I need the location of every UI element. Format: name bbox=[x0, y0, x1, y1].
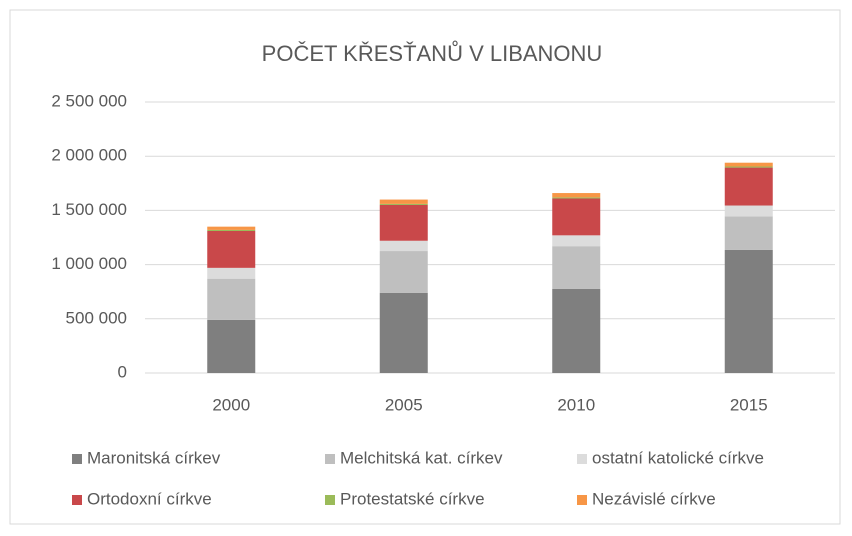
legend-label: ostatní katolické církve bbox=[592, 448, 764, 467]
y-tick-label: 2 500 000 bbox=[51, 91, 127, 110]
bar-segment bbox=[552, 198, 601, 236]
bar-segment bbox=[724, 205, 773, 217]
y-tick-label: 0 bbox=[118, 362, 127, 381]
legend-label: Ortodoxní církve bbox=[87, 489, 212, 508]
legend-label: Nezávislé církve bbox=[592, 489, 716, 508]
x-tick-label: 2015 bbox=[730, 395, 768, 414]
legend-label: Protestatské církve bbox=[340, 489, 485, 508]
legend-swatch bbox=[72, 454, 82, 464]
x-tick-label: 2010 bbox=[557, 395, 595, 414]
bar-segment bbox=[552, 246, 601, 289]
bar-segment bbox=[379, 204, 428, 241]
bar-segment bbox=[552, 193, 601, 198]
legend-label: Melchitská kat. církev bbox=[340, 448, 503, 467]
legend-swatch bbox=[325, 495, 335, 505]
bar-segment bbox=[552, 197, 601, 199]
bar-segment bbox=[379, 251, 428, 293]
bar-segment bbox=[207, 226, 256, 230]
bar-segment bbox=[379, 203, 428, 205]
chart-title: POČET KŘESŤANŮ V LIBANONU bbox=[262, 41, 603, 66]
legend-swatch bbox=[72, 495, 82, 505]
x-tick-label: 2000 bbox=[212, 395, 250, 414]
bar-segment bbox=[552, 235, 601, 247]
y-tick-label: 2 000 000 bbox=[51, 146, 127, 165]
legend-swatch bbox=[577, 495, 587, 505]
bar-segment bbox=[724, 216, 773, 250]
x-tick-label: 2005 bbox=[385, 395, 423, 414]
bar-segment bbox=[724, 249, 773, 373]
y-tick-label: 1 000 000 bbox=[51, 254, 127, 273]
bar-segment bbox=[724, 166, 773, 168]
bar-segment bbox=[552, 288, 601, 373]
legend-label: Maronitská církev bbox=[87, 448, 221, 467]
bar-segment bbox=[379, 240, 428, 252]
bar-segment bbox=[207, 267, 256, 279]
bar-segment bbox=[379, 292, 428, 373]
y-tick-label: 1 500 000 bbox=[51, 200, 127, 219]
legend-swatch bbox=[577, 454, 587, 464]
bar-segment bbox=[724, 162, 773, 167]
bar-segment bbox=[207, 230, 256, 268]
legend-swatch bbox=[325, 454, 335, 464]
bar-segment bbox=[724, 167, 773, 206]
bar-segment bbox=[207, 229, 256, 231]
bar-segment bbox=[379, 199, 428, 204]
bar-segment bbox=[207, 278, 256, 320]
y-tick-label: 500 000 bbox=[66, 308, 127, 327]
bar-segment bbox=[207, 319, 256, 373]
